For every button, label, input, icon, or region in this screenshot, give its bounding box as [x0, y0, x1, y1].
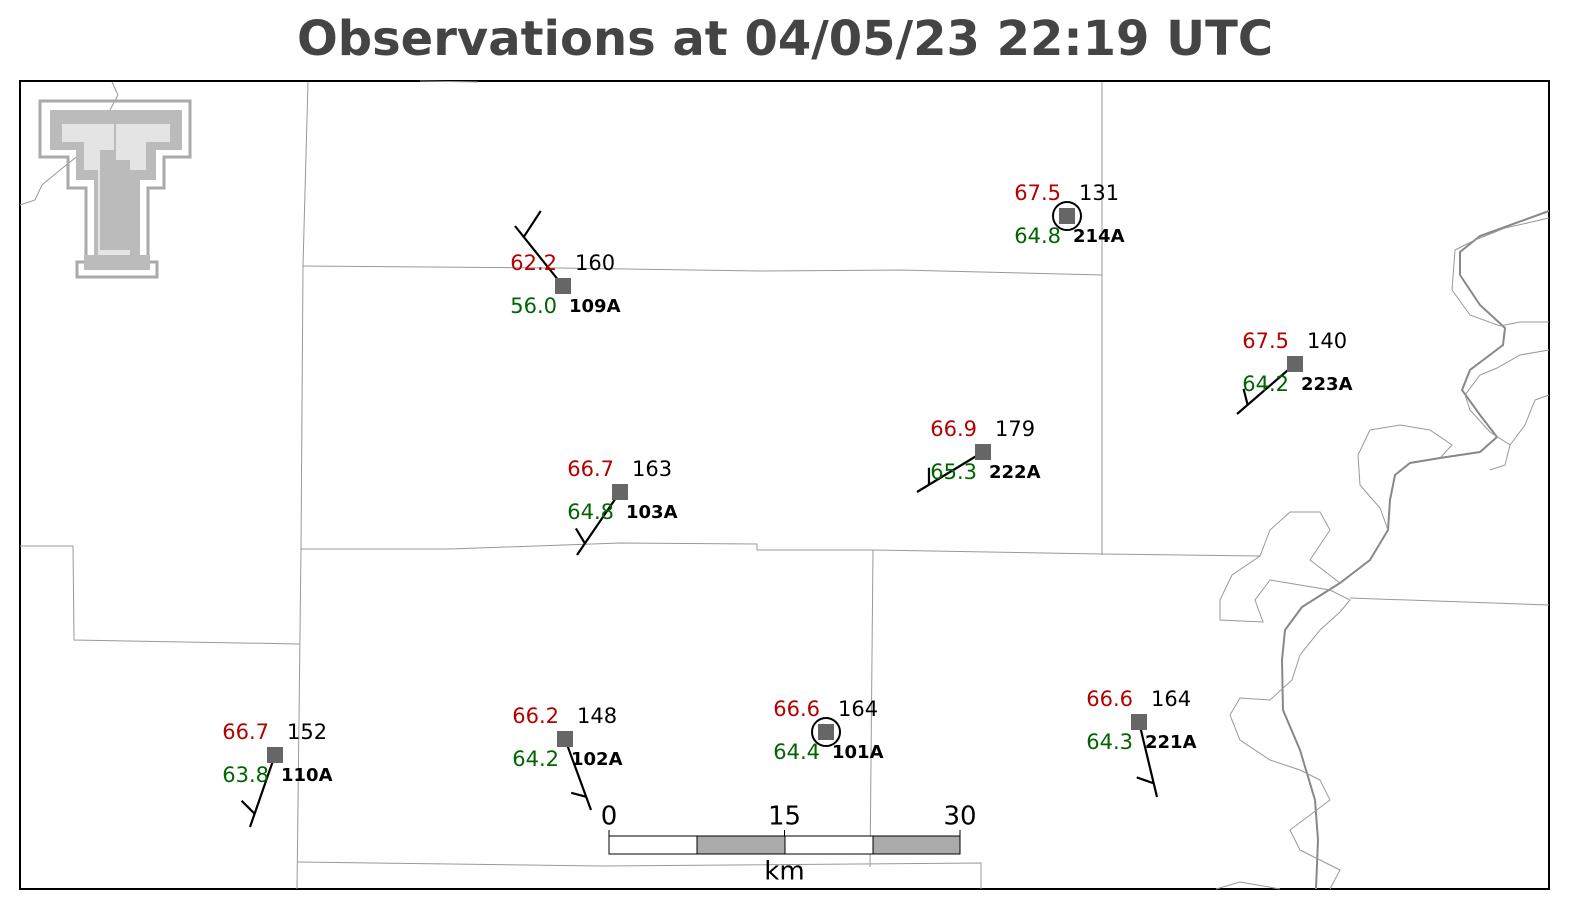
pressure: 140	[1307, 329, 1347, 353]
station: 62.2 160 56.0 109A	[510, 210, 621, 318]
pressure: 163	[632, 457, 672, 481]
pressure: 164	[838, 697, 878, 721]
station-marker	[612, 484, 628, 500]
dewpoint: 64.8	[1014, 224, 1061, 248]
station-marker	[975, 444, 991, 460]
scale-bar: 0 15 30 km	[601, 802, 977, 887]
station-plots: 62.2 160 56.0 109A 67.5 131 64.8 214A 67.5 140 64.…	[222, 181, 1353, 828]
scale-label: 15	[768, 802, 801, 832]
temperature: 67.5	[1242, 329, 1289, 353]
wind-barb	[1136, 721, 1159, 798]
station-marker	[267, 747, 283, 763]
station-id: 110A	[281, 765, 333, 786]
temperature: 66.2	[512, 704, 559, 728]
temperature: 66.7	[567, 457, 614, 481]
dewpoint: 64.2	[512, 747, 559, 771]
pressure: 164	[1151, 687, 1191, 711]
station-id: 222A	[989, 462, 1041, 483]
station-id: 103A	[626, 502, 678, 523]
station: 66.6 164 64.3 221A	[1086, 687, 1197, 798]
station-id: 101A	[832, 742, 884, 763]
scale-unit: km	[764, 857, 804, 887]
calm-circle	[811, 717, 841, 747]
pressure: 160	[575, 251, 615, 275]
station-marker	[557, 731, 573, 747]
wind-barb	[563, 738, 593, 811]
station-id: 221A	[1145, 732, 1197, 753]
map-title: Observations at 04/05/23 22:19 UTC	[297, 11, 1273, 67]
dewpoint: 64.4	[773, 740, 820, 764]
station-marker	[555, 278, 571, 294]
station: 66.7 152 63.8 110A	[222, 720, 333, 828]
station: 66.9 179 65.3 222A	[916, 417, 1041, 493]
temperature: 66.6	[1086, 687, 1133, 711]
wind-barb	[916, 451, 984, 493]
station-marker	[1059, 208, 1075, 224]
scale-label: 30	[943, 802, 976, 832]
calm-circle	[1052, 201, 1082, 231]
station-id: 102A	[571, 749, 623, 770]
station: 66.7 163 64.8 103A	[567, 457, 678, 556]
temperature: 62.2	[510, 251, 557, 275]
county-borders	[20, 80, 1550, 890]
dewpoint: 64.8	[567, 500, 614, 524]
dewpoint: 65.3	[930, 460, 977, 484]
dewpoint: 63.8	[222, 763, 269, 787]
dewpoint: 64.2	[1242, 372, 1289, 396]
logo	[38, 99, 192, 279]
pressure: 148	[577, 704, 617, 728]
temperature: 66.7	[222, 720, 269, 744]
station-marker	[1131, 714, 1147, 730]
station-id: 214A	[1073, 226, 1125, 247]
pressure: 152	[287, 720, 327, 744]
pressure: 179	[995, 417, 1035, 441]
wind-barb	[1236, 363, 1296, 415]
station-marker	[1287, 356, 1303, 372]
station: 67.5 140 64.2 223A	[1236, 329, 1353, 415]
wind-barb	[574, 491, 621, 556]
dewpoint: 56.0	[510, 294, 557, 318]
wind-barb	[240, 754, 277, 828]
station: 66.6 164 64.4 101A	[773, 697, 883, 764]
station: 67.5 131 64.8 214A	[1014, 181, 1124, 248]
station-id: 223A	[1301, 374, 1353, 395]
wind-barb	[514, 210, 564, 287]
pressure: 131	[1079, 181, 1119, 205]
scale-label: 0	[601, 802, 618, 832]
station-id: 109A	[569, 296, 621, 317]
temperature: 66.6	[773, 697, 820, 721]
dewpoint: 64.3	[1086, 730, 1133, 754]
station-marker	[818, 724, 834, 740]
temperature: 67.5	[1014, 181, 1061, 205]
station: 66.2 148 64.2 102A	[512, 704, 623, 811]
temperature: 66.9	[930, 417, 977, 441]
